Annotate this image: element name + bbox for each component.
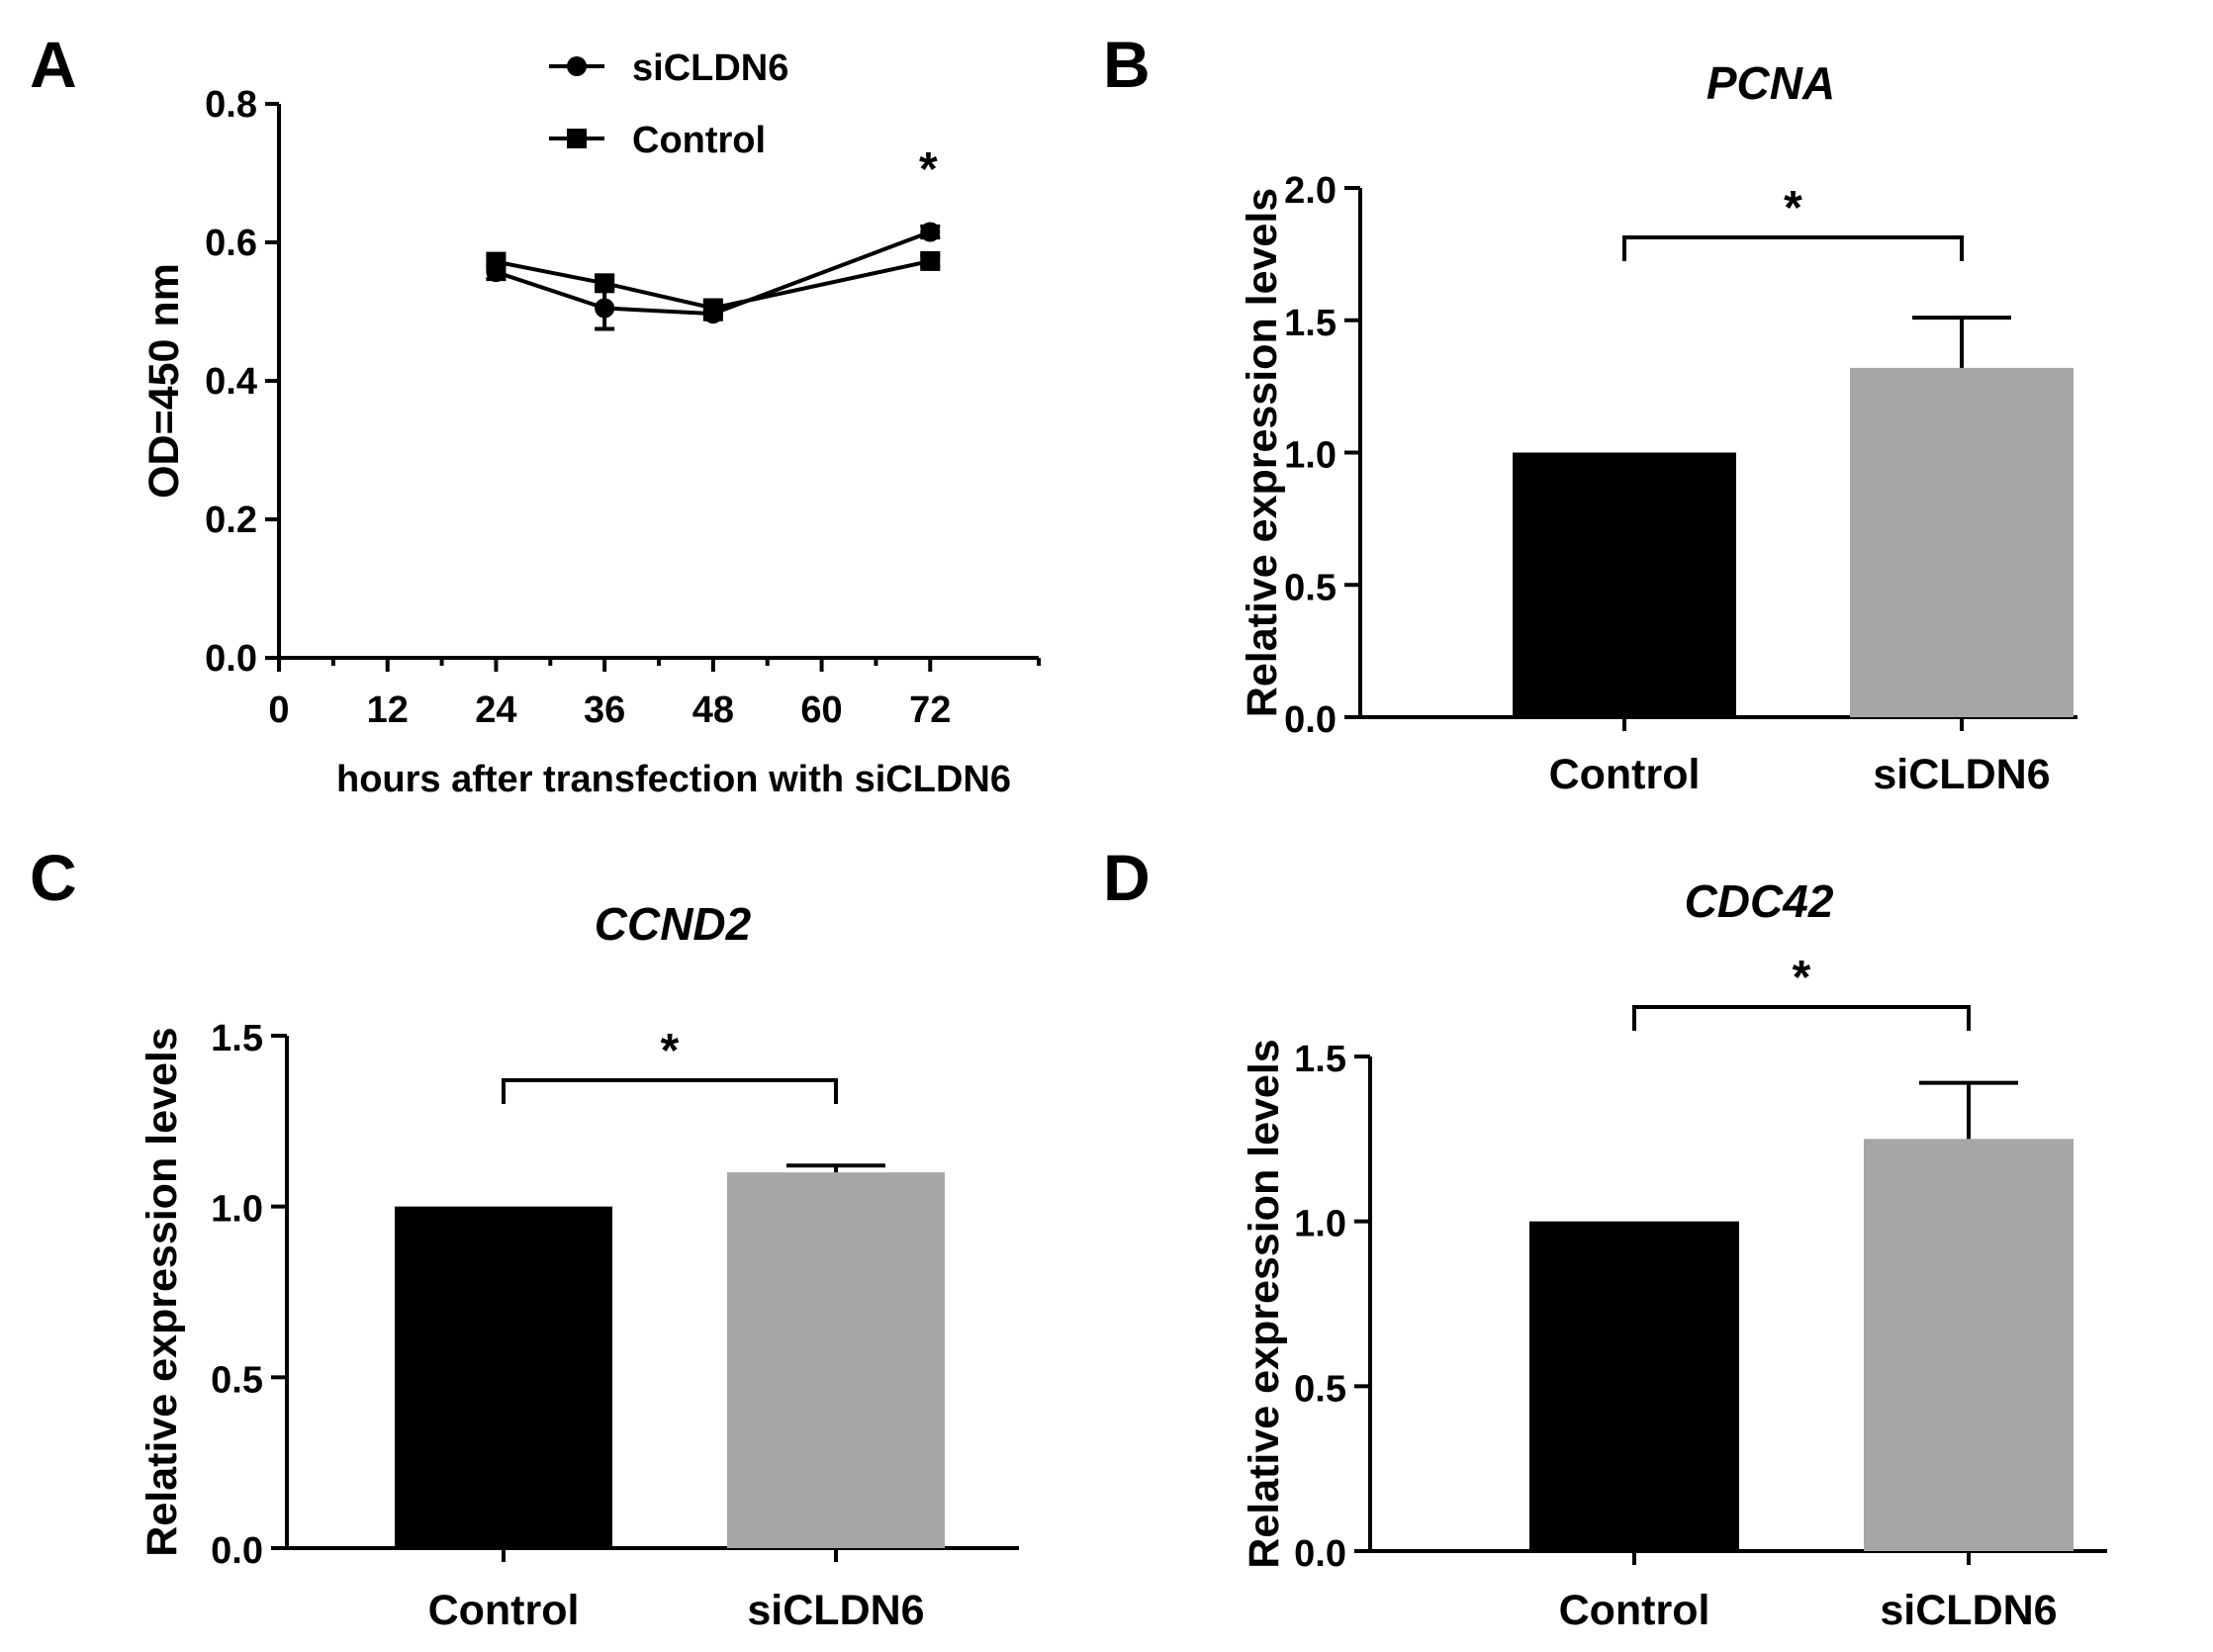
data-point	[595, 273, 615, 294]
y-tick-label: 1.0	[1284, 435, 1337, 477]
y-tick-label: 1.0	[211, 1189, 263, 1231]
bar-sicldn6	[1850, 367, 2074, 717]
x-axis-title: hours after transfection with siCLDN6	[336, 759, 1011, 800]
data-point	[920, 222, 941, 242]
significance-bracket	[1622, 235, 1964, 261]
category-label: Control	[1559, 1587, 1710, 1634]
panel-letter: D	[1103, 841, 1151, 914]
y-tick-label: 0.4	[205, 361, 257, 403]
series-line	[496, 258, 931, 311]
y-tick-label: 0.2	[205, 500, 257, 541]
significance-star: *	[1793, 952, 1811, 1004]
x-tick-label: 36	[584, 689, 625, 731]
category-label: siCLDN6	[1880, 1587, 2057, 1634]
panel-letter: A	[30, 28, 77, 101]
y-tick-label: 2.0	[1284, 170, 1337, 212]
x-tick-label: 48	[692, 689, 734, 731]
y-tick-label: 0.5	[211, 1359, 263, 1401]
significance-star: *	[1784, 182, 1802, 234]
series-control	[486, 250, 941, 319]
legend-marker	[567, 129, 587, 148]
y-axis-title: Relative expression levels	[138, 1027, 186, 1556]
y-tick-label: 1.5	[211, 1018, 263, 1059]
chart-title: PCNA	[1706, 57, 1835, 109]
y-axis-title: Relative expression levels	[1239, 188, 1286, 717]
chart-title: CDC42	[1685, 875, 1834, 927]
x-tick-label: 12	[367, 689, 409, 731]
y-axis-title: OD=450 nm	[140, 263, 188, 499]
y-tick-label: 0.5	[1284, 567, 1337, 608]
x-tick-label: 72	[909, 689, 951, 731]
y-tick-label: 0.8	[205, 84, 257, 126]
panel-letter: C	[30, 841, 77, 914]
bar-sicldn6	[727, 1172, 945, 1548]
x-tick-label: 60	[800, 689, 842, 731]
panel-c: C CCND2 0.0 0.5 1.0 1.5 Relative expression le…	[30, 841, 1019, 1634]
legend-label: siCLDN6	[632, 47, 788, 89]
panel-letter: B	[1103, 28, 1151, 101]
series-line	[495, 229, 931, 317]
data-point	[920, 250, 941, 271]
data-point	[486, 251, 507, 272]
significance-star: *	[661, 1025, 680, 1077]
category-label: Control	[1549, 751, 1701, 798]
y-tick-label: 0.5	[1294, 1368, 1346, 1410]
y-tick-label: 0.0	[1284, 699, 1337, 741]
legend-label: Control	[632, 120, 766, 161]
bar-sicldn6	[1864, 1139, 2074, 1551]
bar-control	[1513, 452, 1736, 717]
bar-control	[395, 1206, 612, 1548]
data-point	[595, 298, 615, 319]
data-point	[702, 298, 723, 319]
y-tick-label: 0.0	[1294, 1533, 1346, 1575]
chart-title: CCND2	[595, 898, 752, 950]
y-tick-label: 0.6	[205, 223, 257, 264]
y-tick-label: 0.0	[211, 1530, 263, 1572]
category-label: siCLDN6	[747, 1587, 924, 1634]
y-axis-title: Relative expression levels	[1241, 1039, 1288, 1568]
y-tick-label: 1.5	[1284, 303, 1337, 344]
y-tick-label: 1.0	[1294, 1204, 1346, 1245]
legend-marker	[567, 56, 587, 76]
category-label: Control	[428, 1587, 580, 1634]
x-tick-label: 0	[268, 689, 289, 731]
bar-control	[1529, 1221, 1739, 1551]
y-tick-label: 1.5	[1294, 1039, 1346, 1080]
panel-a: A 0.0 0.2 0.4 0.6 0.8 0 12 24 36 48 60 72 OD=450 nm ho…	[30, 28, 1041, 800]
y-tick-label: 0.0	[205, 638, 257, 680]
significance-bracket	[1632, 1005, 1971, 1031]
significance-bracket	[502, 1078, 838, 1104]
x-tick-label: 24	[475, 689, 516, 731]
category-label: siCLDN6	[1873, 751, 2050, 798]
significance-star: *	[919, 143, 938, 196]
